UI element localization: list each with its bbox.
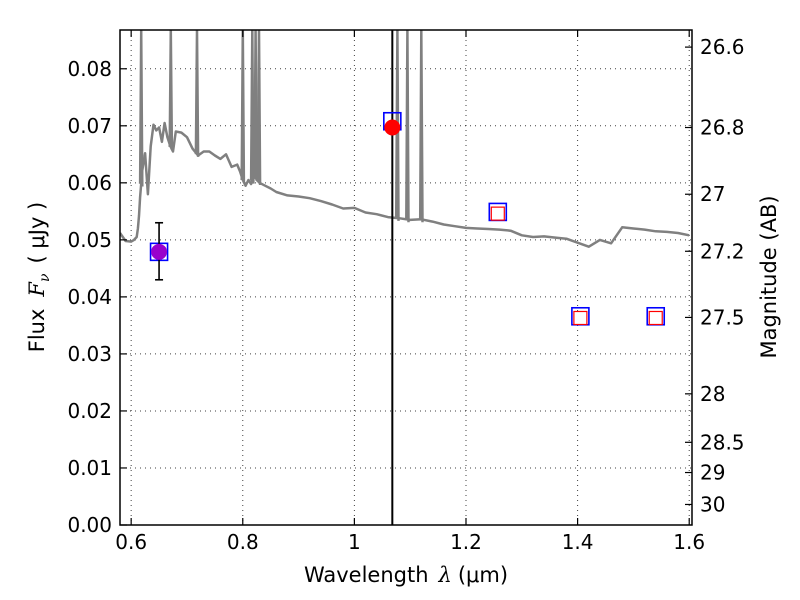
upper-limit-point xyxy=(490,206,505,221)
y2-tick-label: 26.6 xyxy=(700,35,745,59)
x-tick-label: 1.6 xyxy=(673,530,705,554)
spectrum-spike xyxy=(253,30,258,181)
upper-limit-point xyxy=(573,310,588,326)
y2-tick-label: 30 xyxy=(700,492,725,516)
y2-tick-label: 27 xyxy=(700,182,725,206)
y-tick-label: 0.02 xyxy=(67,399,112,423)
plot-frame-rect xyxy=(119,29,693,526)
tick-marks xyxy=(120,30,692,526)
y2-tick-label: 26.8 xyxy=(700,116,745,140)
spectrum-spike xyxy=(418,30,424,223)
spectrum-spike xyxy=(249,30,255,184)
plot-frame xyxy=(119,29,693,526)
spectrum-spike xyxy=(168,30,174,150)
y-tick-label: 0.04 xyxy=(67,285,112,309)
y-tick-label: 0.08 xyxy=(67,57,112,81)
y2-tick-label: 27.5 xyxy=(700,305,745,329)
y2-tick-label: 28 xyxy=(700,382,725,406)
x-tick-label: 1.2 xyxy=(450,530,482,554)
tick-labels: 0.6 0.8 1 1.2 1.4 1.6 0.00 0.01 0.02 0.03 0.04 0.05… xyxy=(67,35,744,554)
spectrum-spike xyxy=(240,30,246,183)
y-tick-label: 0.00 xyxy=(67,513,112,537)
x-tick-label: 0.8 xyxy=(227,530,259,554)
y-axis-label: FluxFν( μJy ) xyxy=(25,202,53,352)
y2-tick-label: 28.5 xyxy=(700,430,745,454)
spectrum-spike xyxy=(394,30,400,221)
y2-tick-label: 27.2 xyxy=(700,239,745,263)
x-tick-label: 1 xyxy=(348,530,361,554)
y-tick-label: 0.07 xyxy=(67,114,112,138)
detection-point xyxy=(384,119,401,136)
upper-limit-point xyxy=(648,310,663,326)
spectrum-spike xyxy=(256,30,262,186)
x-tick-label: 1.4 xyxy=(562,530,594,554)
x-axis-label: Wavelength λ (μm) xyxy=(304,563,508,587)
spectrum-spike xyxy=(405,30,410,223)
spectrum-spike xyxy=(138,30,144,187)
model-spectrum-line xyxy=(120,121,690,248)
model-spectrum xyxy=(120,30,690,248)
photometry-points xyxy=(149,111,666,326)
detection-point xyxy=(151,243,168,260)
y-tick-label: 0.01 xyxy=(67,456,112,480)
spectrum-spike xyxy=(194,30,200,157)
y-tick-label: 0.03 xyxy=(67,342,112,366)
y2-tick-label: 29 xyxy=(700,461,725,485)
y-tick-label: 0.06 xyxy=(67,171,112,195)
y-tick-label: 0.05 xyxy=(67,228,112,252)
x-tick-label: 0.6 xyxy=(115,530,147,554)
y2-axis-label: Magnitude (AB) xyxy=(757,195,781,358)
